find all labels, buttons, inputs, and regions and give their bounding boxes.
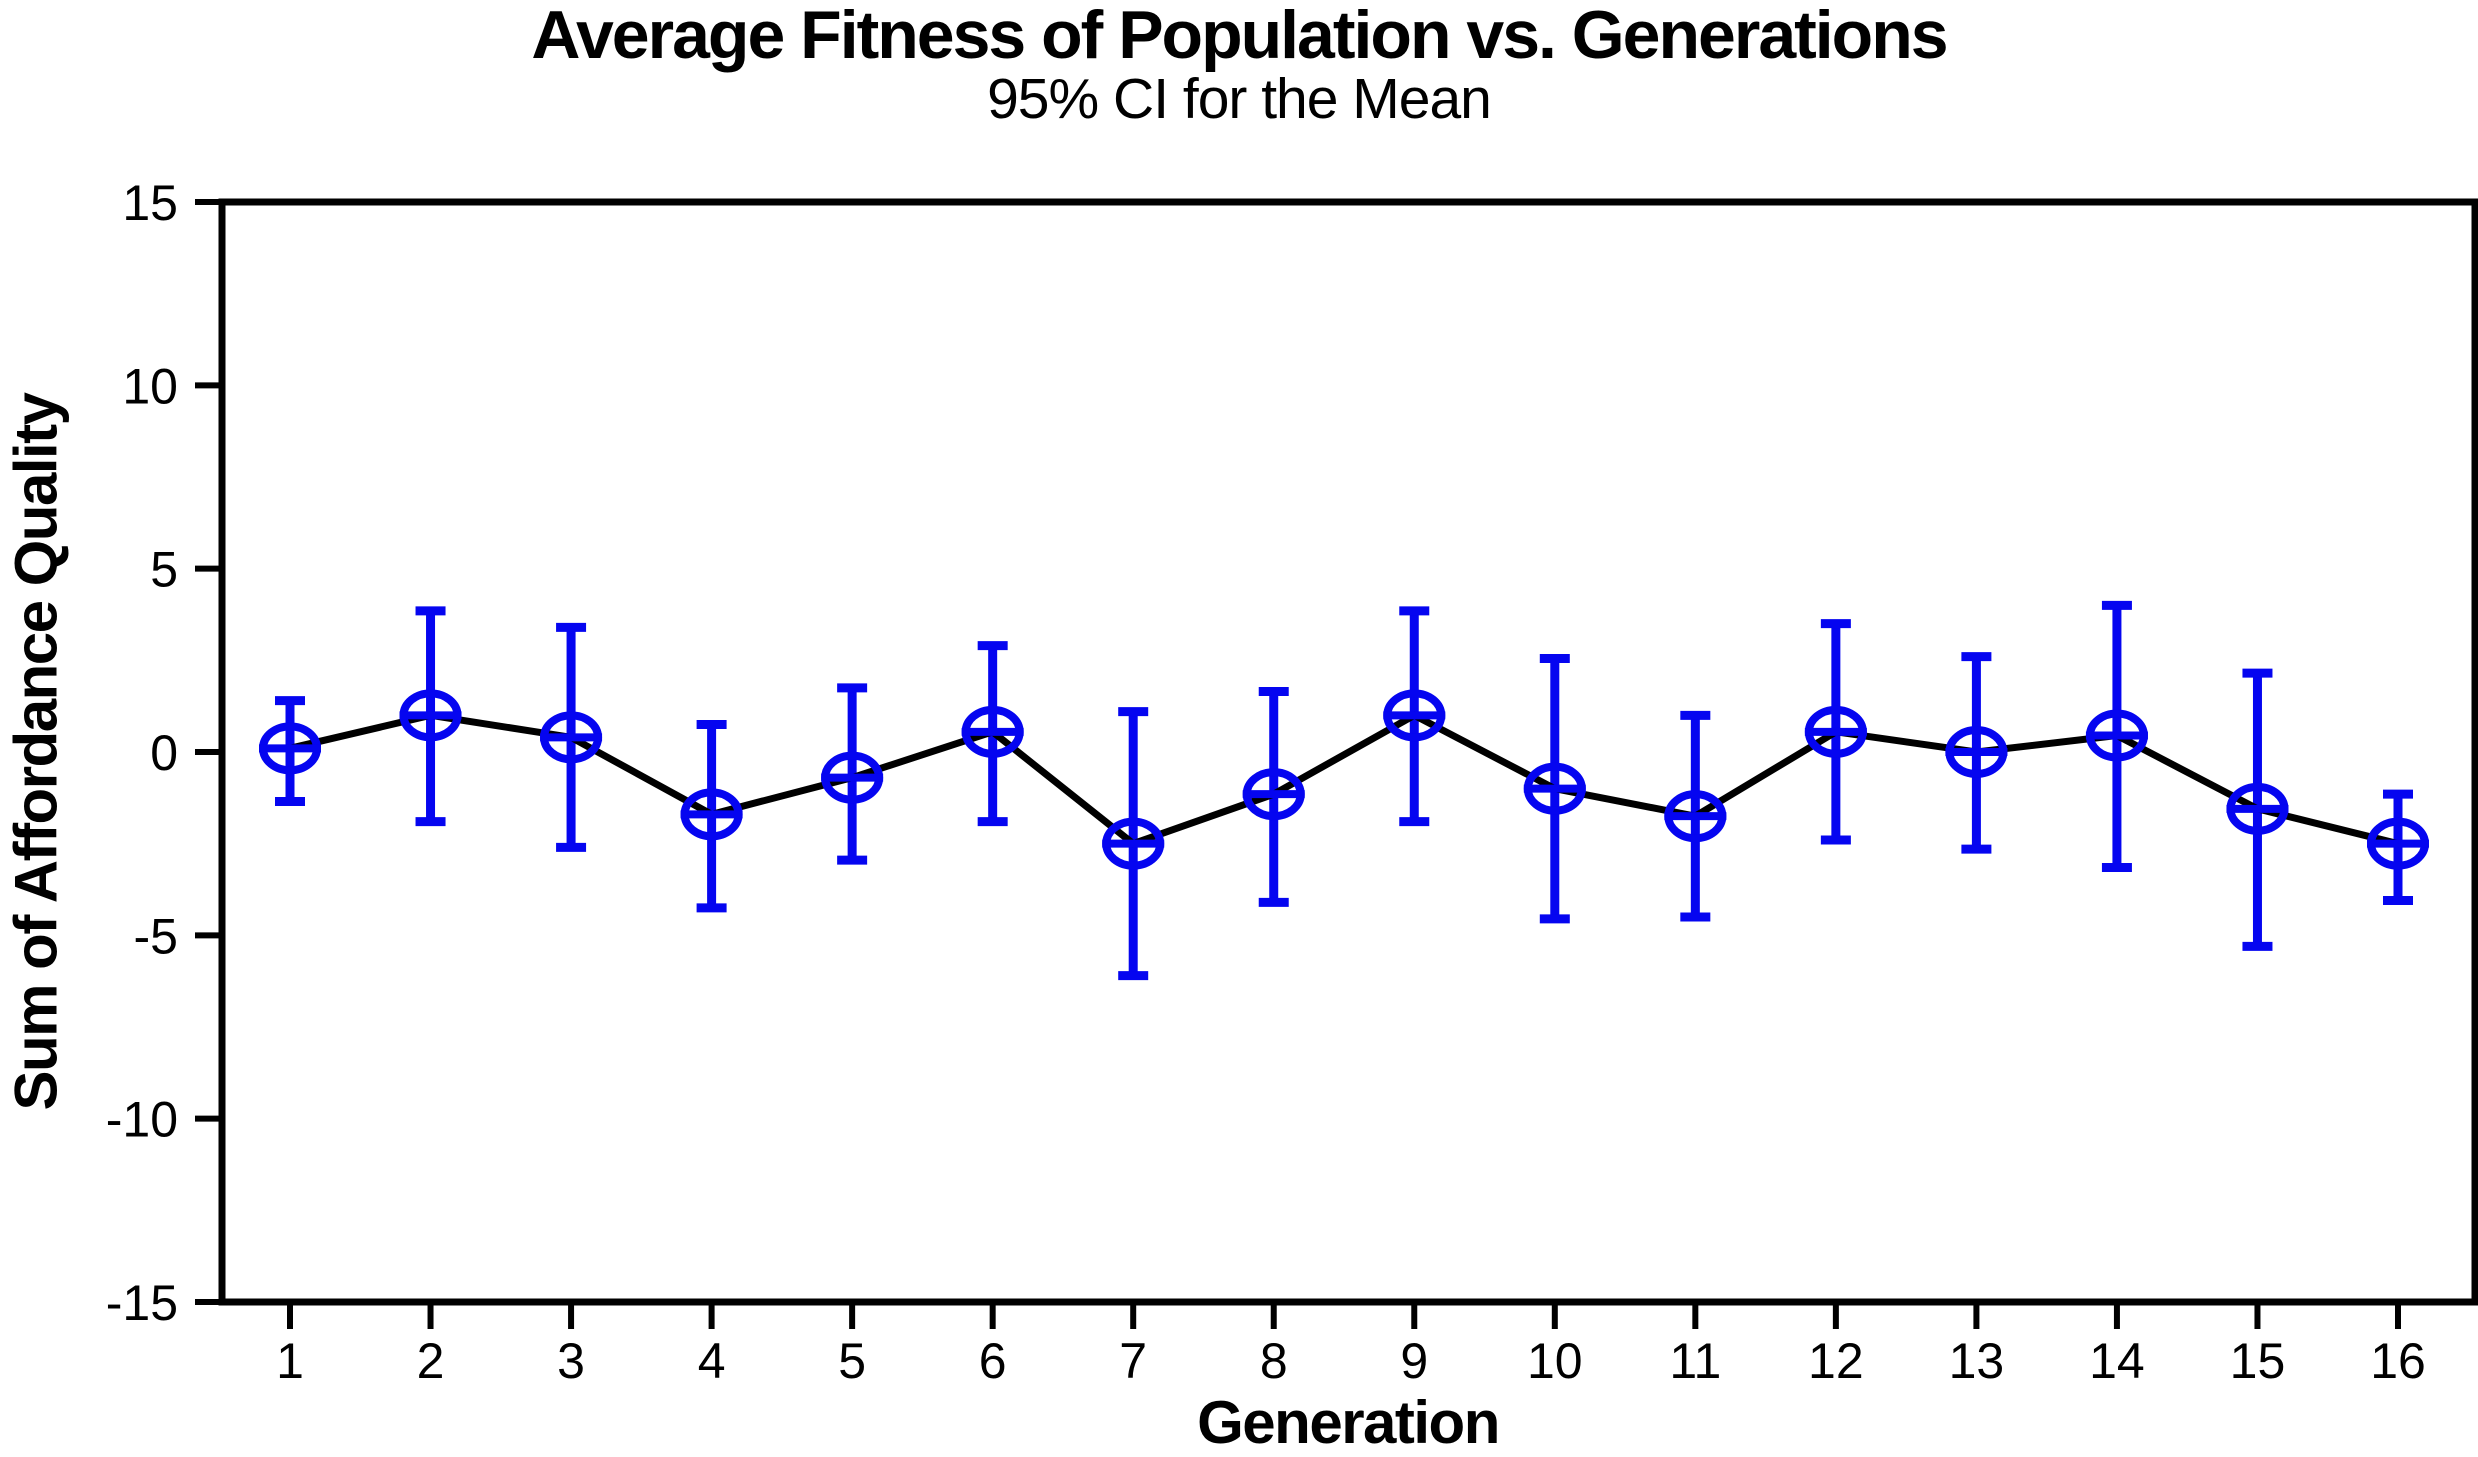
x-tick-label: 3 (557, 1333, 585, 1389)
y-tick-label: 15 (122, 175, 178, 231)
mean-connect-line (289, 711, 2399, 848)
chart-subtitle: 95% CI for the Mean (987, 67, 1492, 131)
y-tick-label: 5 (150, 542, 178, 598)
x-tick-label: 6 (979, 1333, 1007, 1389)
y-tick-label: -15 (106, 1275, 178, 1331)
x-tick-label: 8 (1260, 1333, 1288, 1389)
x-tick-label: 12 (1808, 1333, 1864, 1389)
x-tick-label: 4 (698, 1333, 726, 1389)
x-tick-label: 11 (1669, 1333, 1721, 1389)
x-tick-label: 14 (2089, 1333, 2145, 1389)
y-tick-label: -10 (106, 1092, 178, 1148)
x-tick-label: 13 (1949, 1333, 2005, 1389)
x-tick-label: 5 (838, 1333, 866, 1389)
chart-title: Average Fitness of Population vs. Genera… (531, 0, 1948, 73)
x-tick-label: 15 (2230, 1333, 2286, 1389)
x-axis-label: Generation (1197, 1389, 1500, 1456)
x-tick-label: 16 (2370, 1333, 2426, 1389)
x-tick-label: 7 (1119, 1333, 1147, 1389)
x-tick-label: 2 (417, 1333, 445, 1389)
y-tick-label: 10 (122, 358, 178, 414)
x-tick-label: 10 (1527, 1333, 1583, 1389)
x-tick-label: 1 (276, 1333, 304, 1389)
x-tick-label: 9 (1400, 1333, 1428, 1389)
y-tick-label: -5 (134, 908, 178, 964)
y-tick-label: 0 (150, 725, 178, 781)
